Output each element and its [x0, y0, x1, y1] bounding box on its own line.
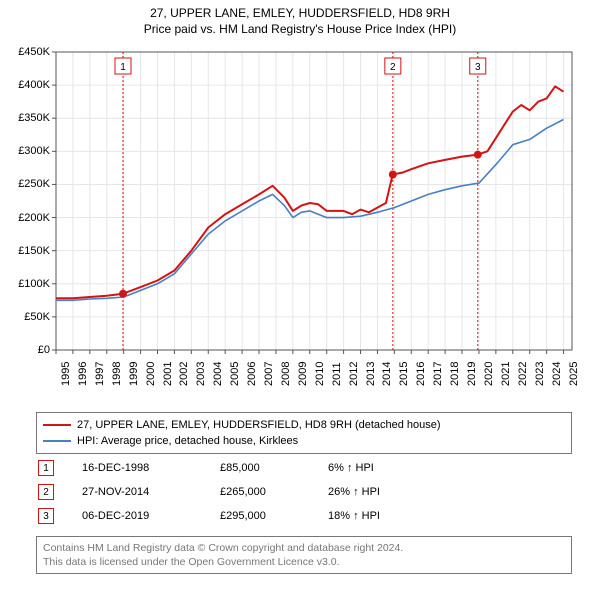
x-tick-label: 2018	[449, 362, 461, 386]
y-tick-label: £350K	[0, 112, 50, 124]
legend-item: 27, UPPER LANE, EMLEY, HUDDERSFIELD, HD8…	[43, 417, 565, 433]
event-date: 27-NOV-2014	[82, 486, 192, 498]
svg-text:1: 1	[120, 62, 126, 73]
x-tick-label: 2023	[534, 362, 546, 386]
x-tick-label: 1996	[77, 362, 89, 386]
x-tick-label: 2019	[466, 362, 478, 386]
x-tick-label: 2001	[162, 362, 174, 386]
legend-label: 27, UPPER LANE, EMLEY, HUDDERSFIELD, HD8…	[77, 419, 441, 431]
legend-swatch	[43, 440, 71, 442]
event-price: £85,000	[220, 462, 300, 474]
title-line-2: Price paid vs. HM Land Registry's House …	[0, 22, 600, 38]
chart-svg: 1 2 3	[0, 44, 600, 404]
x-tick-label: 2021	[500, 362, 512, 386]
x-tick-label: 1999	[128, 362, 140, 386]
x-tick-label: 2017	[432, 362, 444, 386]
x-tick-label: 1997	[94, 362, 106, 386]
y-tick-label: £50K	[0, 311, 50, 323]
svg-text:3: 3	[475, 62, 481, 73]
x-tick-label: 1995	[60, 362, 72, 386]
x-tick-label: 1998	[111, 362, 123, 386]
legend: 27, UPPER LANE, EMLEY, HUDDERSFIELD, HD8…	[36, 412, 572, 454]
x-tick-label: 2014	[381, 362, 393, 386]
x-tick-label: 2025	[568, 362, 580, 386]
event-price: £295,000	[220, 510, 300, 522]
events-table: 1 16-DEC-1998 £85,000 6% ↑ HPI 2 27-NOV-2014 £…	[36, 456, 572, 528]
x-tick-label: 2005	[229, 362, 241, 386]
license-line-1: Contains HM Land Registry data © Crown c…	[43, 541, 565, 555]
x-tick-label: 2016	[415, 362, 427, 386]
y-tick-label: £100K	[0, 278, 50, 290]
event-change: 26% ↑ HPI	[328, 486, 438, 498]
x-tick-label: 2008	[280, 362, 292, 386]
event-marker: 2	[38, 484, 54, 500]
y-tick-label: £150K	[0, 245, 50, 257]
chart: 1 2 3 £0 £50K £100K £150K £200K £250K £300K £350K…	[0, 44, 600, 404]
y-tick-label: £400K	[0, 79, 50, 91]
x-tick-label: 2000	[145, 362, 157, 386]
y-tick-label: £0	[0, 344, 50, 356]
event-price: £265,000	[220, 486, 300, 498]
x-tick-label: 2024	[551, 362, 563, 386]
x-tick-label: 2002	[178, 362, 190, 386]
x-tick-label: 2022	[517, 362, 529, 386]
x-tick-label: 2004	[212, 362, 224, 386]
license-box: Contains HM Land Registry data © Crown c…	[36, 536, 572, 574]
x-tick-label: 2020	[483, 362, 495, 386]
x-tick-label: 2010	[314, 362, 326, 386]
x-tick-label: 2009	[297, 362, 309, 386]
title-block: 27, UPPER LANE, EMLEY, HUDDERSFIELD, HD8…	[0, 0, 600, 37]
y-tick-label: £200K	[0, 212, 50, 224]
event-change: 18% ↑ HPI	[328, 510, 438, 522]
event-change: 6% ↑ HPI	[328, 462, 438, 474]
event-date: 16-DEC-1998	[82, 462, 192, 474]
legend-swatch	[43, 424, 71, 426]
event-row: 3 06-DEC-2019 £295,000 18% ↑ HPI	[36, 504, 572, 528]
y-tick-label: £250K	[0, 178, 50, 190]
x-tick-label: 2015	[398, 362, 410, 386]
event-marker: 1	[38, 460, 54, 476]
y-tick-label: £300K	[0, 145, 50, 157]
x-tick-label: 2012	[348, 362, 360, 386]
event-marker: 3	[38, 508, 54, 524]
x-tick-label: 2013	[365, 362, 377, 386]
x-tick-label: 2003	[195, 362, 207, 386]
legend-label: HPI: Average price, detached house, Kirk…	[77, 435, 298, 447]
event-row: 1 16-DEC-1998 £85,000 6% ↑ HPI	[36, 456, 572, 480]
legend-item: HPI: Average price, detached house, Kirk…	[43, 433, 565, 449]
license-line-2: This data is licensed under the Open Gov…	[43, 555, 565, 569]
svg-text:2: 2	[390, 62, 396, 73]
event-date: 06-DEC-2019	[82, 510, 192, 522]
x-tick-label: 2011	[331, 362, 343, 386]
x-tick-label: 2007	[263, 362, 275, 386]
event-row: 2 27-NOV-2014 £265,000 26% ↑ HPI	[36, 480, 572, 504]
y-tick-label: £450K	[0, 46, 50, 58]
x-tick-label: 2006	[246, 362, 258, 386]
title-line-1: 27, UPPER LANE, EMLEY, HUDDERSFIELD, HD8…	[0, 6, 600, 22]
